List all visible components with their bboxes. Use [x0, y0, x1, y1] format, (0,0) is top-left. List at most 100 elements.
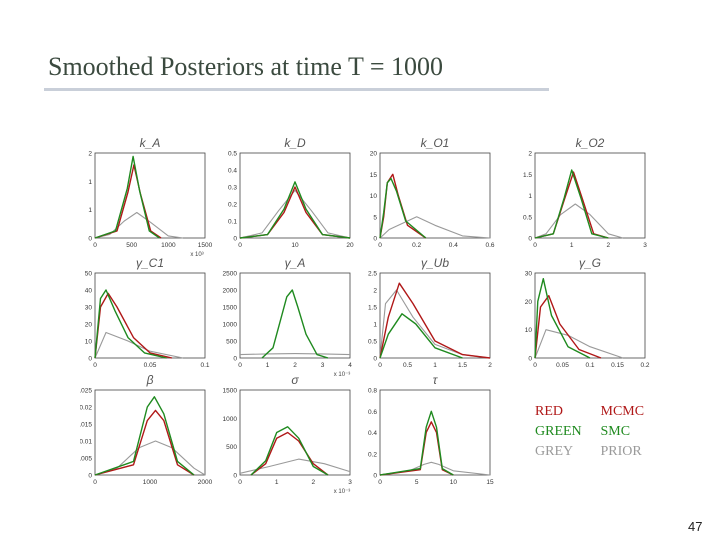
series-line-green [250, 426, 329, 476]
subplot-8: γ_G 0 10 20 30 0 0.05 0.1 0.15 0.2 [525, 256, 650, 369]
y-tick-label: 40 [85, 288, 93, 295]
subplot-1: k_A 0 1 1 2 0 500 1000 1500 x 10³ [88, 136, 212, 258]
y-tick-label: 1000 [223, 322, 238, 329]
x-tick-label: 4 [348, 362, 352, 369]
page-number: 47 [688, 519, 703, 534]
x-tick-label: 0 [93, 479, 97, 486]
y-tick-label: 2.5 [368, 271, 377, 278]
x-tick-label: 0.5 [403, 362, 412, 369]
y-tick-label: 1000 [223, 416, 238, 423]
subplot-9: β 0 0.005 0.01 0.015 0.02 0.025 0 1000 2000 [80, 373, 213, 486]
y-tick-label: 0.8 [368, 388, 377, 395]
subplot-title: γ_Ub [421, 256, 449, 270]
legend-key: RED [535, 404, 563, 419]
y-tick-label: 1.5 [523, 172, 532, 179]
y-tick-label: 5 [373, 214, 377, 221]
y-tick-label: 0.2 [368, 451, 377, 458]
x-tick-label: 1000 [143, 479, 158, 486]
subplot-title: γ_C1 [136, 256, 164, 270]
y-tick-label: 0 [528, 236, 532, 243]
legend-key: GREEN [535, 424, 582, 439]
y-tick-label: 15 [370, 172, 378, 179]
x-tick-label: 0 [238, 362, 242, 369]
y-tick-label: 0 [373, 473, 377, 480]
y-tick-label: 0.2 [228, 202, 237, 209]
series-line-red [94, 409, 195, 476]
axis-exponent: x 10⁻³ [334, 489, 351, 495]
y-tick-label: 0.5 [228, 151, 237, 158]
x-tick-label: 15 [486, 479, 494, 486]
x-tick-label: 3 [643, 242, 647, 249]
y-tick-label: 500 [226, 444, 237, 451]
x-tick-label: 3 [321, 362, 325, 369]
x-tick-label: 0.1 [585, 362, 594, 369]
y-tick-label: 0 [373, 236, 377, 243]
x-tick-label: 0 [533, 242, 537, 249]
series-line-grey [534, 329, 624, 359]
subplot-axes [239, 389, 351, 476]
x-tick-label: 1 [570, 242, 574, 249]
y-tick-label: 0.3 [228, 185, 237, 192]
y-tick-label: 0.1 [228, 219, 237, 226]
title-underline [44, 88, 549, 91]
subplot-axes [94, 272, 206, 359]
axis-exponent: x 10⁻³ [334, 372, 351, 378]
series-line-grey [239, 189, 351, 239]
series-line-red [534, 171, 609, 239]
x-tick-label: 2000 [198, 479, 213, 486]
series-line-green [534, 169, 609, 239]
series-line-grey [379, 216, 491, 239]
x-tick-label: 0 [238, 242, 242, 249]
y-tick-label: 0.02 [80, 405, 92, 412]
x-tick-label: 20 [346, 242, 354, 249]
series-line-green [239, 181, 351, 239]
series-line-red [94, 292, 173, 359]
y-tick-label: 500 [226, 339, 237, 346]
x-tick-label: 10 [291, 242, 299, 249]
subplot-axes [379, 389, 491, 476]
y-tick-label: 1 [88, 207, 92, 214]
y-tick-label: 0 [233, 236, 237, 243]
y-tick-label: 10 [85, 339, 93, 346]
y-tick-label: 0 [88, 236, 92, 243]
subplot-axes [379, 272, 491, 359]
x-tick-label: 2 [607, 242, 611, 249]
y-tick-label: 0.015 [80, 422, 92, 429]
x-tick-label: 0.4 [449, 242, 458, 249]
series-line-red [94, 164, 162, 239]
y-tick-label: 1500 [223, 305, 238, 312]
legend-item-grey: GREY PRIOR [535, 442, 644, 462]
subplot-10: σ 0 500 1000 1500 0 1 2 3 x 10⁻³ [223, 373, 353, 495]
x-tick-label: 0.05 [144, 362, 157, 369]
y-tick-label: 1.5 [368, 305, 377, 312]
y-tick-label: 10 [525, 327, 533, 334]
subplot-title: γ_G [579, 256, 601, 270]
series-line-red [250, 431, 329, 476]
subplot-4: k_O2 0 0.5 1 1.5 2 0 1 2 3 [523, 136, 647, 249]
y-tick-label: 0 [233, 473, 237, 480]
series-line-red [379, 421, 454, 476]
x-tick-label: 0 [378, 242, 382, 249]
series-line-grey [94, 440, 206, 476]
subplot-axes [94, 389, 206, 476]
y-tick-label: 0.025 [80, 388, 92, 395]
series-line-green [379, 410, 454, 476]
x-tick-label: 2 [312, 479, 316, 486]
x-tick-label: 2 [488, 362, 492, 369]
series-line-red [534, 294, 602, 359]
x-tick-label: 0.1 [200, 362, 209, 369]
x-tick-label: 0.6 [485, 242, 494, 249]
series-line-red [379, 282, 491, 359]
y-tick-label: 30 [525, 271, 533, 278]
x-tick-label: 1500 [198, 242, 213, 249]
x-tick-label: 5 [415, 479, 419, 486]
subplot-title: k_D [284, 136, 306, 150]
y-tick-label: 0.4 [368, 430, 377, 437]
y-tick-label: 2 [528, 151, 532, 158]
y-tick-label: 20 [370, 151, 378, 158]
y-tick-label: 1500 [223, 388, 238, 395]
subplot-5: γ_C1 0 10 20 30 40 50 0 0.05 0.1 [85, 256, 210, 369]
subplot-title: β [146, 373, 154, 387]
y-tick-label: 2 [88, 151, 92, 158]
